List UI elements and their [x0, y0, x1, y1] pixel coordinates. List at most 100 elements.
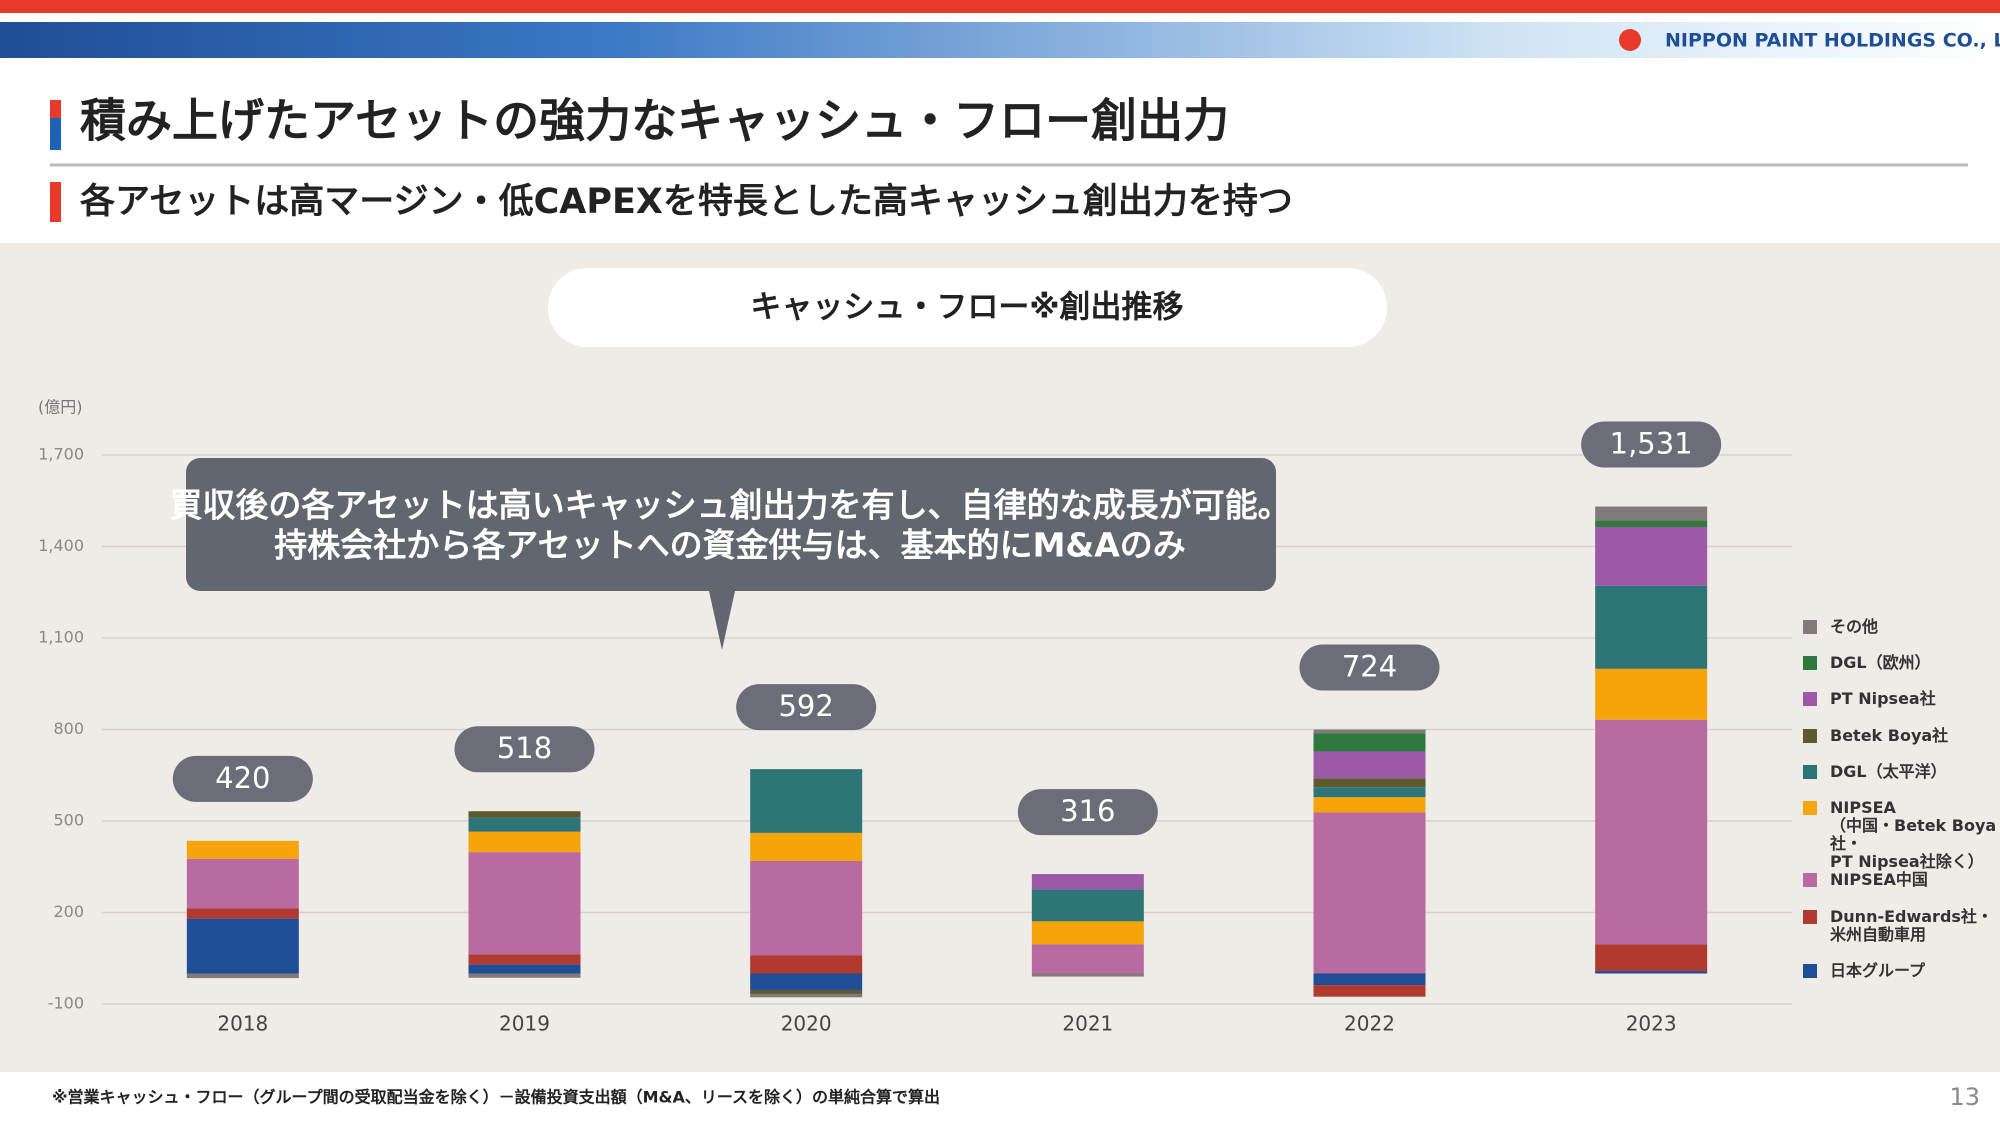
y-tick-label: 1,700	[38, 445, 84, 464]
bar-segment	[1595, 585, 1708, 669]
total-pill	[1299, 644, 1440, 691]
y-tick-label: 1,100	[38, 628, 84, 647]
logo-mark	[1619, 29, 1641, 51]
bar-segment	[1595, 506, 1708, 521]
y-unit: (億円)	[38, 398, 83, 417]
bar-segment	[186, 973, 299, 979]
bar-segment	[186, 918, 299, 974]
bar-segment	[1595, 944, 1708, 972]
bar-segment	[468, 831, 581, 853]
bar-segment	[1595, 526, 1708, 586]
total-pill	[736, 684, 877, 731]
bar-segment	[468, 954, 581, 965]
bar-segment	[750, 955, 863, 974]
bar-segment	[1313, 729, 1426, 734]
x-tick-label: 2023	[1626, 1012, 1677, 1036]
bar-segment	[468, 964, 581, 974]
bar-segment	[1595, 971, 1708, 974]
y-tick-label: 800	[53, 719, 84, 738]
bar-segment	[1313, 733, 1426, 752]
legend-label: その他	[1830, 617, 1879, 636]
bar-segment	[750, 993, 863, 998]
total-pill	[1017, 789, 1158, 836]
legend-swatch	[1803, 910, 1817, 924]
bar-segment	[1313, 973, 1426, 986]
total-pill	[172, 755, 313, 802]
bar-segment	[1313, 797, 1426, 813]
total-label: 420	[215, 761, 270, 795]
x-tick-label: 2018	[217, 1012, 268, 1036]
bar-segment	[1031, 889, 1144, 922]
bar-segment	[750, 860, 863, 956]
legend-label: DGL（欧州）	[1830, 653, 1931, 672]
bar-segment	[468, 817, 581, 832]
bar-segment	[750, 769, 863, 833]
callout-box	[186, 458, 1276, 650]
bar-segment	[1313, 985, 1426, 997]
legend-swatch	[1803, 692, 1817, 706]
legend-label: 日本グループ	[1830, 961, 1926, 980]
bar-segment	[1595, 719, 1708, 945]
legend-swatch	[1803, 729, 1817, 743]
bar-segment	[468, 811, 581, 818]
total-label: 592	[778, 689, 833, 723]
total-label: 316	[1060, 794, 1115, 828]
legend-label: Betek Boya社	[1830, 726, 1949, 745]
logo: NIPPON PAINT HOLDINGS CO., LTD.	[1665, 30, 2000, 52]
bar-segment	[1313, 812, 1426, 974]
bar-segment	[468, 973, 581, 978]
legend-label: NIPSEA中国	[1830, 870, 1928, 889]
bar-segment	[1031, 973, 1144, 977]
y-tick-label: 1,400	[38, 536, 84, 555]
callout-line: 持株会社から各アセットへの資金供与は、基本的にM&Aのみ	[274, 526, 1186, 565]
y-tick-label: 500	[53, 811, 84, 830]
bar-segment	[750, 832, 863, 861]
bar-segment	[1313, 787, 1426, 798]
total-label: 724	[1342, 650, 1397, 684]
x-tick-label: 2021	[1062, 1012, 1113, 1036]
footnote: ※営業キャッシュ・フロー（グループ間の受取配当金を除く）－設備投資支出額（M&A…	[52, 1088, 940, 1107]
bar-segment	[1031, 921, 1144, 945]
legend-swatch	[1803, 801, 1817, 815]
bar-segment	[750, 989, 863, 994]
bar-segment	[1313, 751, 1426, 779]
total-label: 518	[497, 731, 552, 765]
y-tick-label: -100	[48, 994, 84, 1013]
bar-segment	[186, 908, 299, 919]
bar-segment	[1031, 944, 1144, 974]
chart-title-pill	[548, 268, 1387, 347]
blue-band	[0, 22, 2000, 58]
chart-title: キャッシュ・フロー※創出推移	[750, 290, 1183, 326]
legend-swatch	[1803, 873, 1817, 887]
legend-swatch	[1803, 765, 1817, 779]
x-tick-label: 2020	[781, 1012, 832, 1036]
legend-label: DGL（太平洋）	[1830, 762, 1947, 781]
x-tick-label: 2022	[1344, 1012, 1395, 1036]
bar-segment	[1595, 668, 1708, 720]
total-label: 1,531	[1610, 427, 1693, 461]
callout-line: 買収後の各アセットは高いキャッシュ創出力を有し、自律的な成長が可能。	[169, 486, 1290, 525]
subtitle-marker	[50, 182, 61, 222]
legend-label: Dunn-Edwards社・ 米州自動車用	[1830, 907, 1993, 944]
total-pill	[454, 726, 595, 773]
bar-segment	[468, 852, 581, 955]
bar-segment	[186, 858, 299, 909]
legend-swatch	[1803, 964, 1817, 978]
legend-label: PT Nipsea社	[1830, 689, 1936, 708]
subtitle: 各アセットは高マージン・低CAPEXを特長とした高キャッシュ創出力を持つ	[79, 181, 1293, 222]
bar-segment	[1595, 520, 1708, 527]
bar-segment	[186, 840, 299, 859]
legend-swatch	[1803, 656, 1817, 670]
page-number: 13	[1949, 1083, 1980, 1111]
title: 積み上げたアセットの強力なキャッシュ・フロー創出力	[80, 94, 1229, 148]
top-stripe	[0, 0, 2000, 13]
legend-swatch	[1803, 620, 1817, 634]
y-tick-label: 200	[53, 902, 84, 921]
bar-segment	[1313, 778, 1426, 788]
bar-segment	[1031, 874, 1144, 890]
total-pill	[1581, 421, 1722, 468]
title-marker-blue	[50, 118, 61, 150]
bar-segment	[750, 973, 863, 990]
